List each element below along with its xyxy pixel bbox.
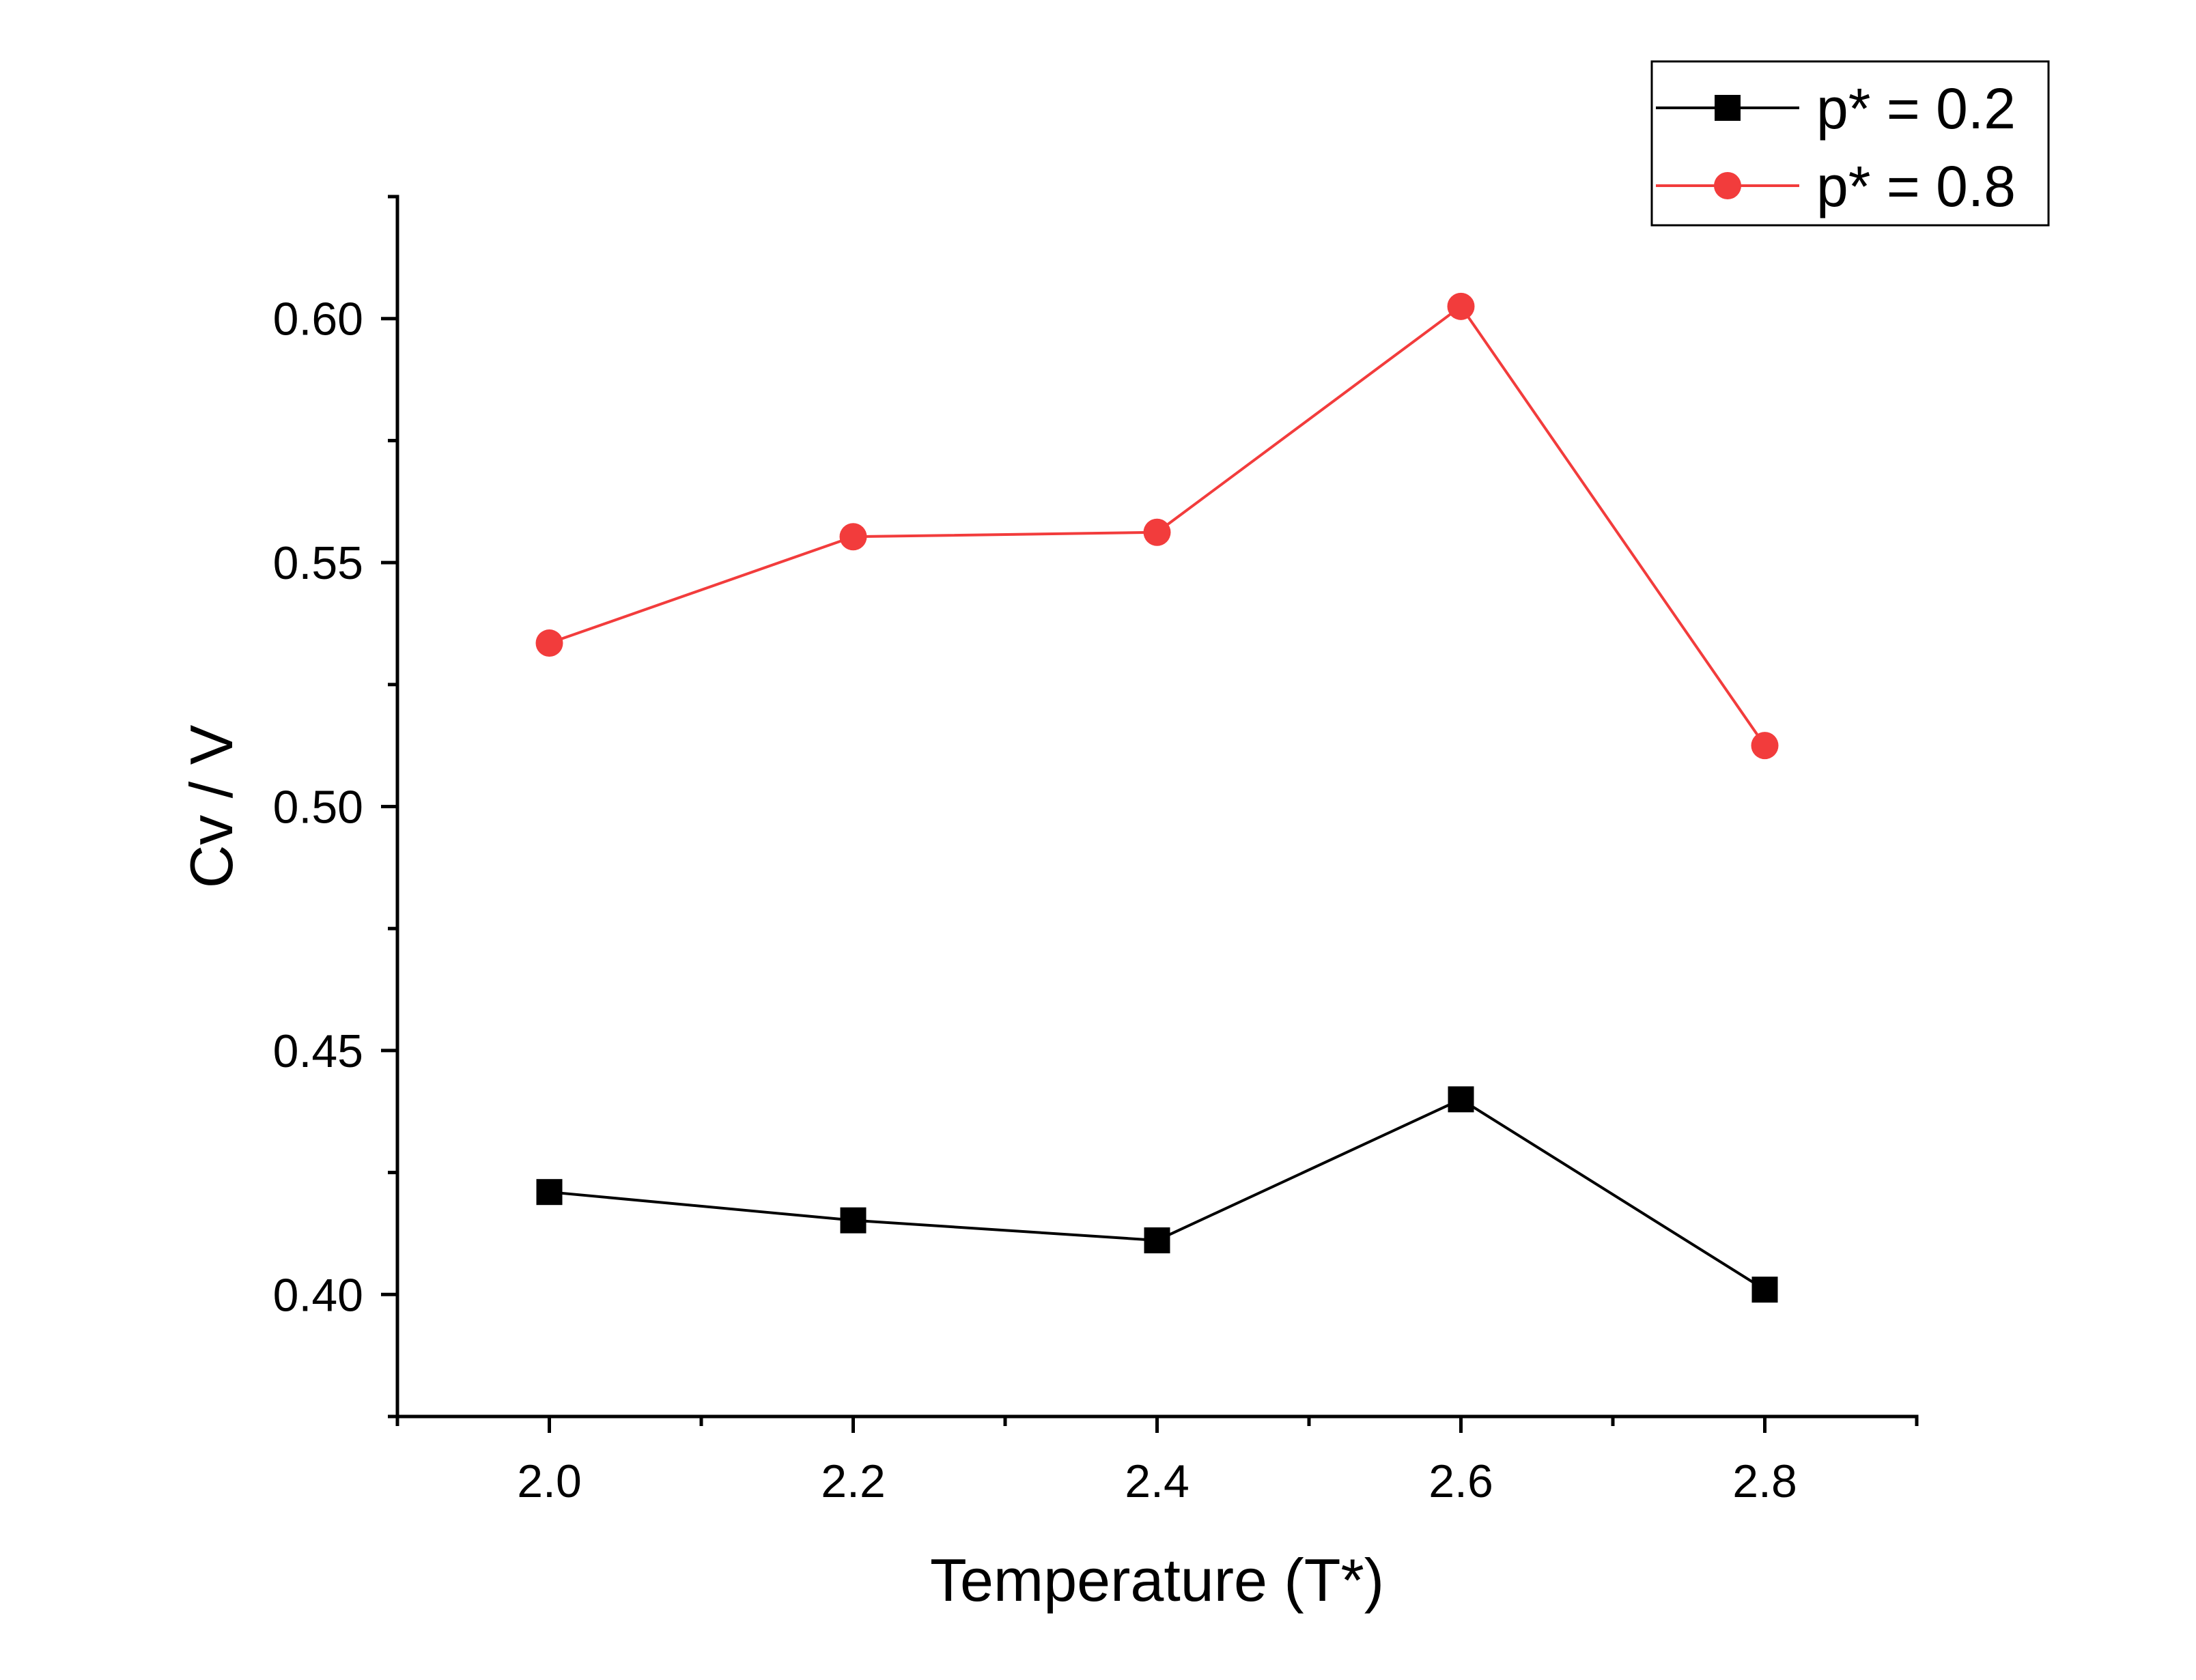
legend-entry-p08: p* = 0.8 xyxy=(1656,154,2016,218)
y-tick-label: 0.45 xyxy=(273,1025,363,1077)
legend-label-p08: p* = 0.8 xyxy=(1816,154,2016,218)
legend: p* = 0.2 p* = 0.8 xyxy=(1650,60,2050,227)
data-point-circle xyxy=(839,523,867,551)
series-p08 xyxy=(535,292,1779,760)
data-point-square xyxy=(840,1207,867,1234)
legend-square-marker xyxy=(1715,95,1741,121)
y-tick-label: 0.60 xyxy=(273,294,363,345)
x-tick-label: 2.0 xyxy=(517,1455,582,1507)
data-point-circle xyxy=(535,629,563,657)
legend-box xyxy=(1650,60,2050,227)
legend-circle-marker xyxy=(1714,172,1741,199)
y-tick-label: 0.40 xyxy=(273,1269,363,1321)
data-point-circle xyxy=(1751,732,1779,760)
series-line xyxy=(549,1098,1766,1291)
x-tick-label: 2.2 xyxy=(821,1455,886,1507)
x-tick-label: 2.8 xyxy=(1732,1455,1797,1507)
data-series xyxy=(535,292,1779,1303)
x-axis-title: Temperature (T*) xyxy=(930,1546,1384,1614)
y-tick-label: 0.55 xyxy=(273,537,363,589)
y-tick-label: 0.50 xyxy=(273,782,363,834)
tick-marks xyxy=(381,195,1919,1433)
data-point-square xyxy=(1144,1227,1170,1253)
data-point-circle xyxy=(1447,292,1475,320)
data-point-circle xyxy=(1143,518,1171,546)
data-point-square xyxy=(1448,1086,1474,1113)
tick-labels: 2.0 2.2 2.4 2.6 2.8 0.40 0.45 0.50 0.55 0.60 xyxy=(273,294,1797,1507)
legend-entry-p02: p* = 0.2 xyxy=(1656,76,2016,141)
legend-label-p02: p* = 0.2 xyxy=(1816,76,2016,141)
y-axis-title: Cv / V xyxy=(178,724,245,888)
x-tick-label: 2.4 xyxy=(1125,1455,1190,1507)
x-tick-label: 2.6 xyxy=(1428,1455,1493,1507)
data-point-square xyxy=(1751,1277,1778,1303)
series-p02 xyxy=(536,1086,1778,1303)
data-point-square xyxy=(536,1179,563,1206)
